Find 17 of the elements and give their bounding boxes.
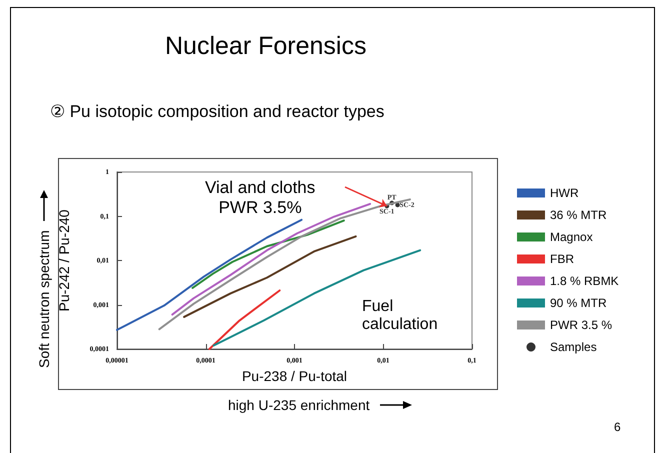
y-axis-title: Pu-242 / Pu-240	[56, 209, 72, 312]
text: Soft neutron spectrum	[36, 230, 52, 368]
chart-subtitle: ② Pu isotopic composition and reactor types	[50, 101, 384, 122]
legend-label: Samples	[550, 340, 597, 354]
text: high U-235 enrichment	[228, 397, 370, 413]
legend-label: FBR	[550, 252, 574, 266]
x-axis-title: Pu-238 / Pu-total	[242, 368, 348, 384]
annotation: Vial and cloths PWR 3.5%	[205, 178, 316, 218]
legend-label: 1.8 % RBMK	[550, 274, 619, 288]
chart-title: Nuclear Forensics	[165, 32, 366, 61]
legend-label: 36 % MTR	[550, 208, 608, 222]
legend-label: HWR	[550, 186, 579, 200]
legend-label: 90 % MTR	[550, 296, 608, 310]
legend-label: Magnox	[550, 230, 593, 244]
annotation: Fuel calculation	[362, 298, 438, 334]
text: 6	[614, 420, 621, 434]
legend-label: PWR 3.5 %	[550, 318, 612, 332]
